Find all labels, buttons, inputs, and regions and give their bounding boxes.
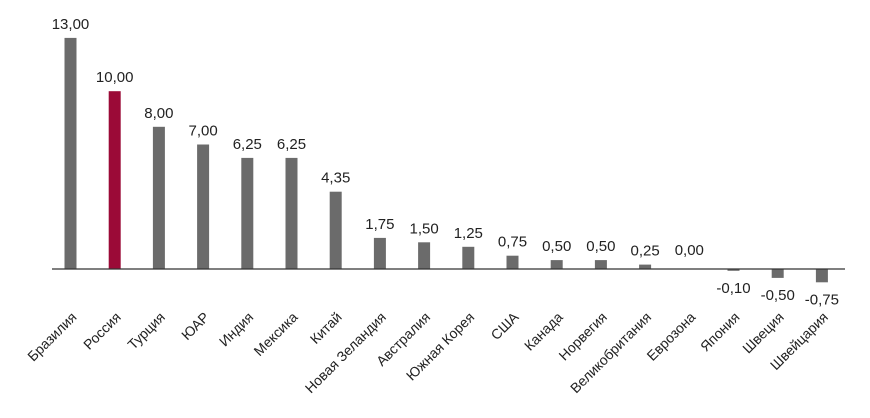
bar-5 xyxy=(241,157,254,269)
value-label-12: 0,50 xyxy=(542,238,571,255)
value-label-14: 0,25 xyxy=(630,243,659,260)
value-label-13: 0,50 xyxy=(586,238,615,255)
value-label-5: 6,25 xyxy=(233,136,262,153)
bar-18 xyxy=(815,269,828,283)
value-label-6: 6,25 xyxy=(277,136,306,153)
value-label-11: 0,75 xyxy=(498,234,527,251)
category-label-15: Еврозона xyxy=(643,309,698,364)
bar-14 xyxy=(639,264,652,269)
category-label-7: Китай xyxy=(307,309,345,347)
category-label-16: Япония xyxy=(697,309,743,355)
value-label-8: 1,75 xyxy=(365,216,394,233)
bar-2 xyxy=(108,91,121,269)
value-label-7: 4,35 xyxy=(321,170,350,187)
value-label-17: -0,50 xyxy=(761,287,795,304)
value-label-9: 1,50 xyxy=(409,220,438,237)
value-label-3: 8,00 xyxy=(144,105,173,122)
category-label-14: Великобритания xyxy=(567,309,654,396)
bar-10 xyxy=(462,246,475,269)
category-label-5: Индия xyxy=(216,309,257,350)
category-label-11: США xyxy=(487,308,522,343)
value-label-16: -0,10 xyxy=(716,280,750,297)
bar-1 xyxy=(64,37,77,270)
bar-9 xyxy=(418,242,431,269)
bar-6 xyxy=(285,157,298,269)
bar-13 xyxy=(594,260,607,269)
bar-16 xyxy=(727,269,740,271)
category-label-1: Бразилия xyxy=(24,309,79,364)
value-label-10: 1,25 xyxy=(454,225,483,242)
value-label-15: 0,00 xyxy=(675,242,704,259)
category-label-3: Турция xyxy=(124,309,168,353)
value-label-1: 13,00 xyxy=(52,16,90,33)
category-label-2: Россия xyxy=(80,309,124,353)
bar-4 xyxy=(197,144,210,269)
category-label-4: ЮАР xyxy=(178,309,212,343)
bar-12 xyxy=(550,260,563,269)
category-label-8: Новая Зеландия xyxy=(302,309,389,396)
value-label-2: 10,00 xyxy=(96,69,134,86)
value-label-18: -0,75 xyxy=(805,291,839,308)
bar-3 xyxy=(152,126,165,269)
value-label-4: 7,00 xyxy=(188,123,217,140)
bar-7 xyxy=(329,191,342,269)
bar-17 xyxy=(771,269,784,278)
bar-11 xyxy=(506,255,519,269)
category-label-6: Мексика xyxy=(250,309,300,359)
bar-8 xyxy=(373,237,386,269)
